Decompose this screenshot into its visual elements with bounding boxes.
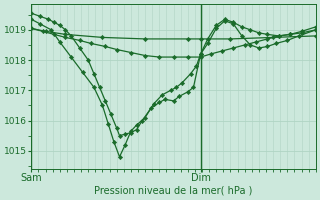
X-axis label: Pression niveau de la mer( hPa ): Pression niveau de la mer( hPa )	[94, 186, 253, 196]
